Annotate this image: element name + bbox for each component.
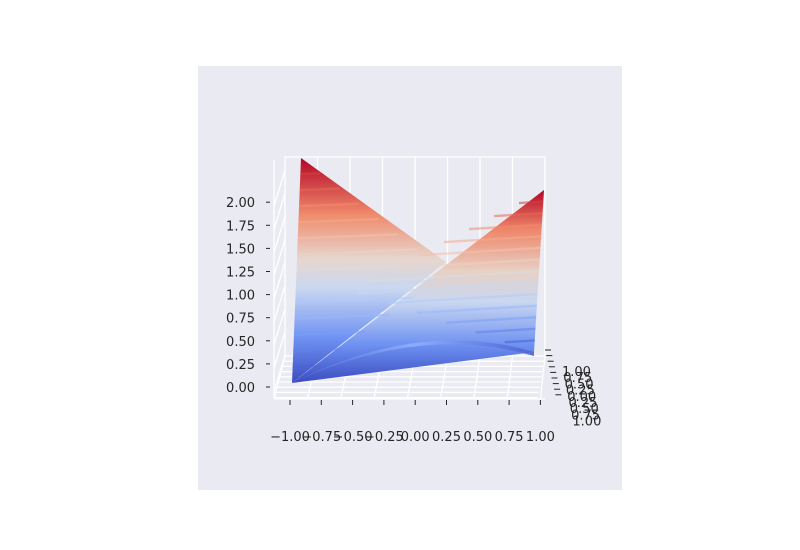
x-tick-label: 0.00 [401,430,430,445]
contour-band-right [493,211,543,218]
contour-band-right [443,235,542,244]
z-tick-label: 1.00 [226,289,255,304]
y-tick-label: 0.25 [569,396,598,411]
x-tick-labels: −1.00−0.75−0.50−0.250.00 0.25 0.50 0.75 1.00 [270,430,555,445]
grid-line-left-wall [273,331,286,369]
contour-band-left [295,279,438,288]
grid-line-floor-depth [473,355,481,400]
y-tick-label: 0.50 [565,377,594,392]
contour-band-right [504,339,535,344]
z-tick-label: 1.25 [226,266,255,281]
grid-line-floor-depth [539,355,546,400]
y-tick-label: 0.75 [563,371,592,386]
contour-band-left [297,248,418,256]
x-tick-label: −1.00 [270,430,310,445]
contour-band-left [293,347,341,353]
y-tick-label: 0.00 [567,390,596,405]
grid-line-floor-depth [506,355,514,400]
y-tick-label: 0.75 [571,408,600,423]
contour-band-left [293,330,365,336]
contour-band-right [475,327,536,334]
z-tick-label: 0.50 [226,335,255,350]
surface-left-sheet [292,158,446,383]
y-tick-label: 1.00 [572,415,601,430]
grid-line-left-wall [273,193,286,230]
x-tick-label: −0.75 [301,430,341,445]
z-tick-label: 0.25 [226,358,255,373]
grid-line-left-wall [273,285,286,322]
surface [292,158,544,383]
z-tick-label: 0.00 [226,381,255,396]
contour-band-right [518,200,544,205]
surface-right-sheet [292,190,544,383]
grid-line-left-wall [273,216,286,253]
grid-line-left-wall [273,308,286,345]
contour-band-left [298,217,379,224]
x-tick-label: 1.00 [526,430,555,445]
grid-line-left-wall [273,262,286,299]
contour-band-left [292,364,317,369]
contour-band-left [299,187,340,192]
tick-marks [266,201,562,405]
x-tick-label: −0.25 [364,430,404,445]
z-tick-label: 0.75 [226,312,255,327]
x-tick-label: −0.50 [333,430,373,445]
x-tick-label: 0.75 [495,430,524,445]
grid-line-floor-depth [273,355,286,400]
y-tick-label: 0.50 [570,402,599,417]
contour-band-left [295,296,414,304]
grid-line-left-wall [273,170,286,207]
contour-band-right [393,258,540,270]
contour-band-right [446,316,537,324]
contour-band-right [368,269,540,283]
y-tick-label: 0.25 [566,384,595,399]
contour-band-right [418,246,541,257]
z-tick-labels: 0.00 0.25 0.50 0.75 1.00 1.25 1.50 1.75 2.00 [226,196,255,396]
contour-band-left [299,202,360,208]
grid-line-left-wall [273,239,286,276]
contour-band-right [387,292,538,305]
contour-band-right [468,223,542,231]
y-tick-labels: 1.000.750.500.250.000.250.500.751.00 [562,365,601,430]
x-tick-label: 0.50 [463,430,492,445]
contour-band-right [358,281,539,295]
z-tick-label: 1.50 [226,242,255,257]
contour-bands [292,172,544,369]
contour-band-left [297,233,398,240]
z-tick-label: 2.00 [226,196,255,211]
x-tick-label: 0.25 [432,430,461,445]
contour-band-left [294,313,389,320]
z-tick-label: 1.75 [226,219,255,234]
contour-band-left [300,172,321,176]
y-tick-label: 1.00 [562,365,591,380]
contour-band-right [416,304,537,315]
